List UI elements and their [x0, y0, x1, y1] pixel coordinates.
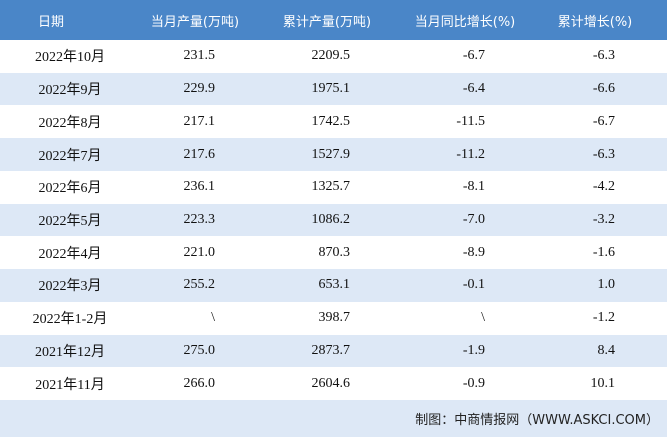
value-cell: 2873.7: [311, 342, 351, 358]
value-cell: -6.4: [462, 81, 485, 97]
date-cell: 2022年8月: [38, 115, 102, 131]
value-cell: 1975.1: [311, 81, 351, 97]
header-cell: 日期: [38, 14, 65, 30]
table-row: 2021年11月 266.0 2604.6 -0.9 10.1: [0, 367, 667, 400]
value-cell: 398.7: [318, 310, 351, 326]
value-cell: 229.9: [183, 81, 216, 97]
table-row: 2022年4月 221.0 870.3 -8.9 -1.6: [0, 236, 667, 269]
value-cell: -4.2: [592, 179, 615, 195]
value-cell: 221.0: [183, 244, 216, 260]
value-cell: 870.3: [318, 244, 351, 260]
value-cell: -1.6: [592, 244, 615, 260]
table-row: 2022年5月 223.3 1086.2 -7.0 -3.2: [0, 203, 667, 237]
value-cell: -1.9: [462, 342, 485, 358]
table-row: 2022年8月 217.1 1742.5 -11.5 -6.7: [0, 105, 667, 138]
date-cell: 2021年12月: [35, 344, 105, 360]
value-cell: 275.0: [183, 342, 216, 358]
value-cell: -7.0: [462, 211, 485, 227]
value-cell: 266.0: [183, 375, 216, 391]
value-cell: 223.3: [183, 211, 216, 227]
value-cell: 1.0: [597, 277, 616, 293]
value-cell: 1086.2: [311, 211, 351, 227]
value-cell: 255.2: [183, 277, 216, 293]
date-cell: 2022年6月: [38, 181, 102, 197]
value-cell: -1.2: [592, 310, 615, 326]
value-cell: 2604.6: [311, 375, 351, 391]
value-cell: 217.1: [183, 113, 216, 129]
value-cell: -6.7: [592, 113, 615, 129]
table-row: 2022年6月 236.1 1325.7 -8.1 -4.2: [0, 171, 667, 204]
value-cell: -8.1: [462, 179, 485, 195]
value-cell: -6.7: [462, 48, 485, 64]
date-cell: 2022年9月: [38, 83, 102, 99]
value-cell: -11.2: [456, 146, 485, 162]
value-cell: -6.3: [592, 48, 615, 64]
date-cell: 2022年1-2月: [32, 312, 108, 328]
value-cell: 231.5: [183, 48, 216, 64]
value-cell: 10.1: [590, 375, 616, 391]
table-row: 2022年1-2月 \ 398.7 \ -1.2: [0, 302, 667, 335]
header-cell: 累计产量(万吨): [282, 14, 372, 30]
value-cell: -0.1: [462, 277, 485, 293]
value-cell: -6.6: [592, 81, 615, 97]
value-cell: 8.4: [597, 342, 616, 358]
table-row: 2022年9月 229.9 1975.1 -6.4 -6.6: [0, 72, 667, 106]
header-cell: 累计增长(%): [557, 14, 633, 30]
date-cell: 2022年3月: [38, 279, 102, 295]
date-cell: 2022年4月: [38, 246, 102, 262]
source-note: 制图：中商情报网（WWW.ASKCI.COM）: [415, 413, 659, 428]
date-cell: 2022年5月: [38, 213, 102, 229]
table-row: 2022年7月 217.6 1527.9 -11.2 -6.3: [0, 138, 667, 171]
value-cell: \: [481, 310, 485, 326]
footer-row: 制图：中商情报网（WWW.ASKCI.COM）: [0, 400, 667, 437]
date-cell: 2022年10月: [35, 50, 105, 66]
header-cell: 当月同比增长(%): [414, 14, 516, 30]
value-cell: 2209.5: [311, 48, 351, 64]
value-cell: -0.9: [462, 375, 485, 391]
date-cell: 2022年7月: [38, 148, 102, 164]
value-cell: \: [211, 310, 215, 326]
header-cell: 当月产量(万吨): [150, 14, 240, 30]
value-cell: 1527.9: [311, 146, 351, 162]
value-cell: -8.9: [462, 244, 485, 260]
value-cell: 1742.5: [311, 113, 351, 129]
table-row: 2022年3月 255.2 653.1 -0.1 1.0: [0, 269, 667, 302]
value-cell: 1325.7: [311, 179, 351, 195]
value-cell: 236.1: [183, 179, 216, 195]
date-cell: 2021年11月: [35, 377, 105, 393]
value-cell: 653.1: [318, 277, 351, 293]
table-row: 2021年12月 275.0 2873.7 -1.9 8.4: [0, 334, 667, 368]
value-cell: 217.6: [183, 146, 216, 162]
table-row: 2022年10月 231.5 2209.5 -6.7 -6.3: [0, 40, 667, 73]
value-cell: -6.3: [592, 146, 615, 162]
value-cell: -3.2: [592, 211, 615, 227]
header-row: 日期 当月产量(万吨) 累计产量(万吨) 当月同比增长(%) 累计增长(%): [0, 0, 667, 40]
value-cell: -11.5: [456, 113, 485, 129]
